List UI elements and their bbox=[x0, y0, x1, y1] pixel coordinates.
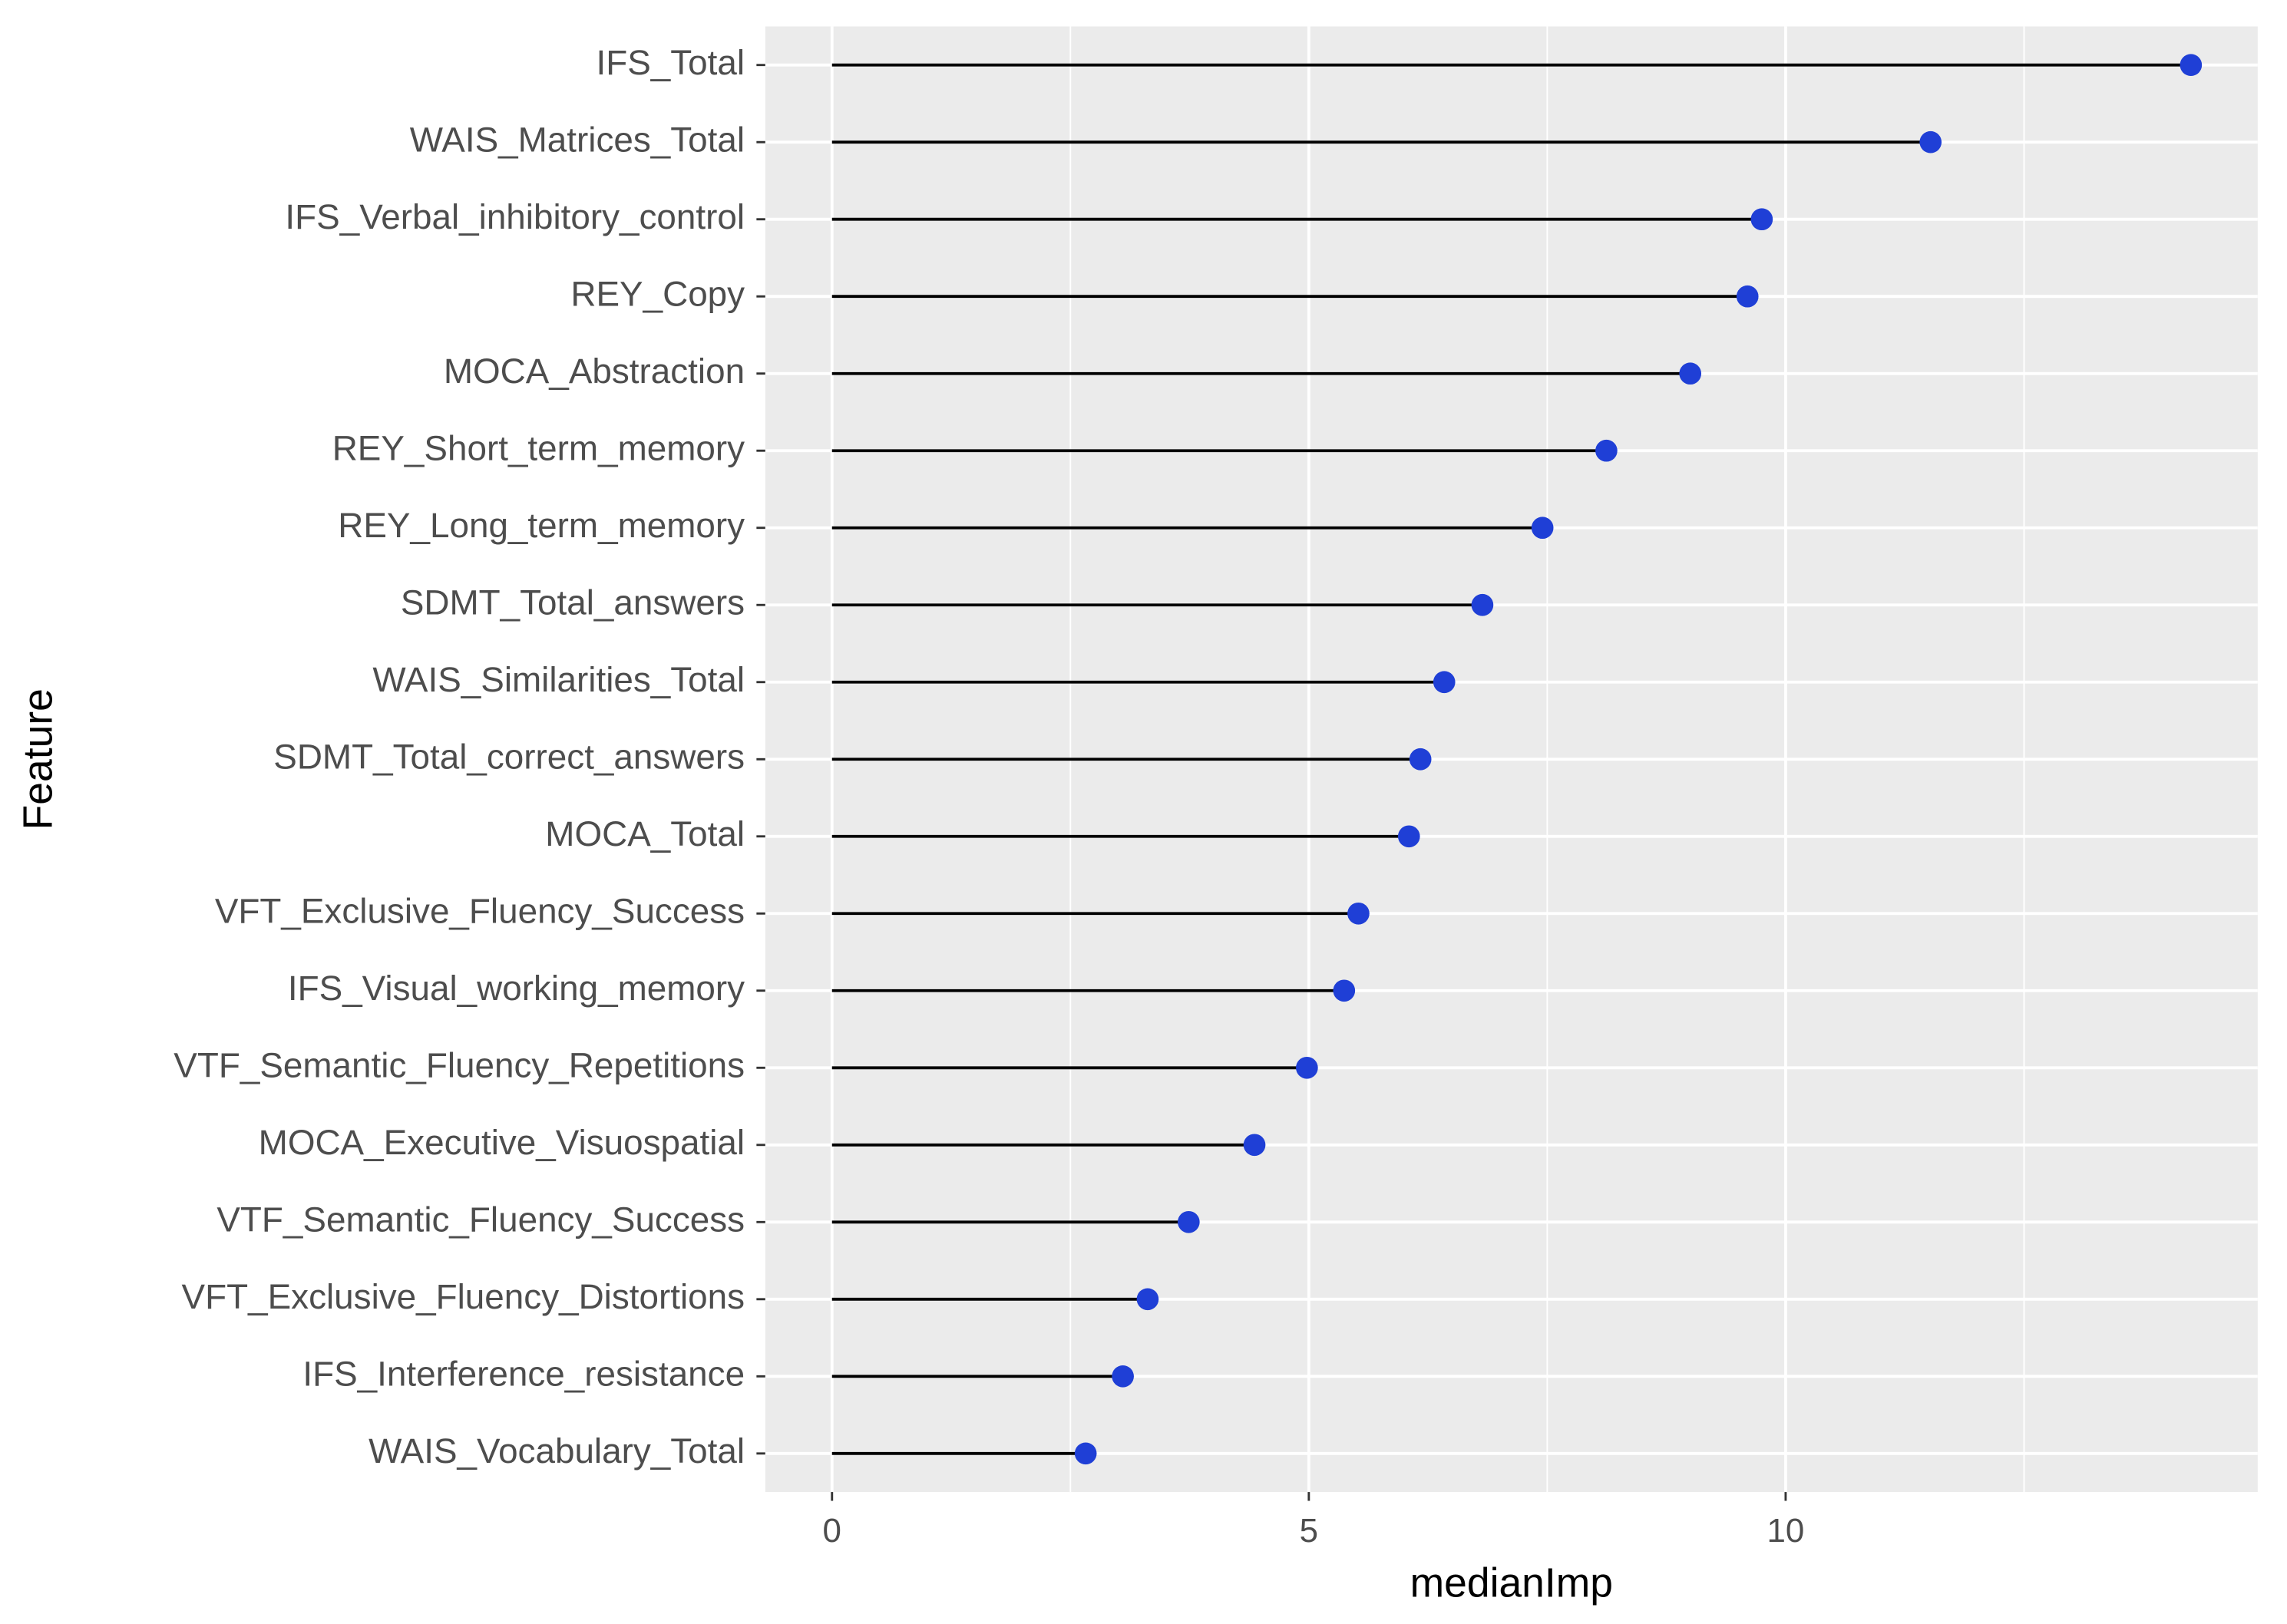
dot bbox=[1679, 362, 1702, 385]
y-tick-label: VTF_Semantic_Fluency_Repetitions bbox=[174, 1045, 745, 1084]
dot bbox=[1409, 748, 1432, 771]
y-tick-label: MOCA_Executive_Visuospatial bbox=[259, 1123, 745, 1162]
y-tick-label: REY_Long_term_memory bbox=[338, 506, 745, 545]
y-tick-label: REY_Copy bbox=[570, 274, 745, 313]
y-tick-label: MOCA_Abstraction bbox=[444, 352, 745, 391]
y-tick-label: MOCA_Total bbox=[545, 814, 745, 853]
y-tick-label: IFS_Total bbox=[596, 43, 745, 82]
y-tick-label: WAIS_Similarities_Total bbox=[372, 660, 745, 699]
y-tick-label: REY_Short_term_memory bbox=[332, 428, 745, 467]
y-tick-label: IFS_Visual_working_memory bbox=[288, 969, 745, 1008]
y-tick-label: WAIS_Matrices_Total bbox=[410, 120, 745, 159]
x-tick-label: 5 bbox=[1300, 1512, 1318, 1550]
y-tick-label: VTF_Semantic_Fluency_Success bbox=[216, 1200, 745, 1239]
dot bbox=[1243, 1134, 1266, 1157]
y-tick-label: VFT_Exclusive_Fluency_Success bbox=[215, 891, 745, 930]
y-tick-label: VFT_Exclusive_Fluency_Distortions bbox=[182, 1277, 745, 1316]
y-tick-label: IFS_Verbal_inhibitory_control bbox=[285, 197, 745, 236]
x-axis-title: medianImp bbox=[1410, 1560, 1613, 1606]
x-tick-label: 0 bbox=[823, 1512, 841, 1550]
y-tick-label: SDMT_Total_answers bbox=[401, 583, 745, 622]
dot bbox=[1531, 517, 1554, 540]
y-tick-label: WAIS_Vocabulary_Total bbox=[368, 1431, 745, 1471]
y-tick-label: IFS_Interference_resistance bbox=[302, 1354, 745, 1393]
dot bbox=[1919, 130, 1942, 153]
dot bbox=[1333, 979, 1356, 1002]
dot bbox=[1178, 1210, 1200, 1233]
dot bbox=[1136, 1288, 1159, 1311]
y-tick-label: SDMT_Total_correct_answers bbox=[273, 737, 745, 776]
x-tick-label: 10 bbox=[1767, 1512, 1805, 1550]
dot bbox=[1433, 671, 1456, 694]
dot bbox=[1397, 825, 1420, 848]
dot bbox=[2180, 54, 2203, 77]
dot bbox=[1074, 1442, 1097, 1465]
dot bbox=[1736, 285, 1759, 308]
dot bbox=[1471, 593, 1494, 616]
dot bbox=[1595, 439, 1618, 462]
dot bbox=[1347, 902, 1370, 925]
dot bbox=[1112, 1365, 1134, 1388]
y-axis-title: Feature bbox=[16, 688, 61, 830]
dot bbox=[1750, 208, 1773, 231]
dot bbox=[1296, 1056, 1318, 1079]
